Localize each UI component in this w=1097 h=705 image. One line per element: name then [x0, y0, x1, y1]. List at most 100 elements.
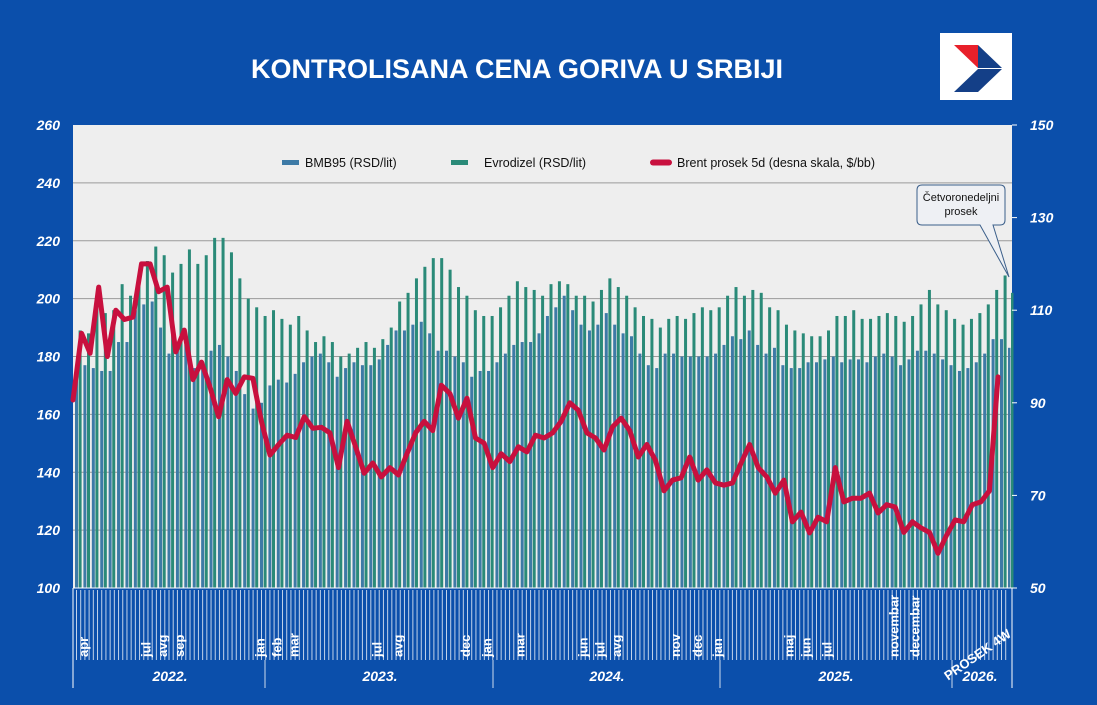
- bmb95-bar: [318, 353, 322, 588]
- callout-line2: prosek: [944, 206, 978, 218]
- evrodizel-bar: [213, 237, 217, 588]
- evrodizel-bar: [700, 307, 704, 588]
- evrodizel-bar: [541, 295, 545, 588]
- month-label: jan: [253, 638, 268, 658]
- evrodizel-bar: [969, 318, 973, 588]
- month-label: jul: [138, 642, 153, 658]
- evrodizel-bar: [339, 356, 343, 588]
- bmb95-bar: [587, 330, 591, 588]
- bmb95-bar: [621, 333, 625, 588]
- evrodizel-bar: [305, 330, 309, 588]
- evrodizel-bar: [591, 301, 595, 588]
- bmb95-bar: [503, 353, 507, 588]
- evrodizel-bar: [154, 246, 158, 588]
- month-label: feb: [269, 637, 284, 657]
- bmb95-bar: [630, 336, 633, 588]
- evrodizel-bar: [860, 318, 864, 588]
- evrodizel-bar: [314, 342, 318, 588]
- evrodizel-bar: [473, 310, 477, 588]
- evrodizel-bar: [784, 324, 788, 588]
- bmb95-bar: [789, 368, 793, 588]
- evrodizel-bar: [709, 310, 713, 588]
- bmb95-bar: [369, 365, 373, 588]
- bmb95-bar: [579, 324, 583, 588]
- bmb95-bar: [714, 353, 718, 588]
- bmb95-bar: [1000, 339, 1003, 588]
- bmb95-bar: [815, 362, 818, 588]
- evrodizel-bar: [919, 304, 923, 588]
- right-tick-label: 130: [1030, 210, 1054, 226]
- bmb95-bar: [730, 336, 734, 588]
- evrodizel-bar: [499, 307, 503, 588]
- month-label: jul: [819, 642, 834, 658]
- bmb95-bar: [537, 333, 541, 588]
- evrodizel-bar: [129, 295, 133, 588]
- legend-label-evrodizel: Evrodizel (RSD/lit): [484, 156, 586, 170]
- bmb95-bar: [781, 365, 785, 588]
- bmb95-bar: [394, 330, 398, 588]
- evrodizel-bar: [246, 298, 250, 588]
- bmb95-bar: [941, 359, 945, 588]
- evrodizel-bar: [255, 307, 259, 588]
- x-axis-ticks: [72, 587, 1013, 688]
- bmb95-bar: [638, 353, 642, 588]
- evrodizel-4w-average-bar: [1011, 292, 1014, 588]
- evrodizel-bar: [112, 310, 116, 588]
- evrodizel-bar: [894, 315, 898, 588]
- bmb95-bar: [125, 342, 129, 588]
- evrodizel-bar: [684, 318, 688, 588]
- logo-blue-lower: [954, 69, 1002, 92]
- evrodizel-bar: [389, 327, 393, 588]
- legend: BMB95 (RSD/lit) Evrodizel (RSD/lit) Bren…: [282, 156, 875, 170]
- legend-label-brent: Brent prosek 5d (desna skala, $/bb): [677, 156, 875, 170]
- evrodizel-bar: [482, 315, 486, 588]
- month-label: nov: [668, 633, 683, 657]
- month-label: jan: [710, 638, 725, 658]
- evrodizel-bar: [768, 307, 772, 588]
- evrodizel-bar: [911, 315, 915, 588]
- bmb95-bar: [352, 362, 356, 588]
- month-label: dec: [690, 635, 705, 657]
- left-tick-label: 160: [37, 406, 61, 422]
- month-label: avg: [609, 635, 624, 657]
- evrodizel-bar: [263, 315, 267, 588]
- right-tick-label: 110: [1030, 302, 1053, 318]
- month-label: novembar: [887, 595, 902, 657]
- evrodizel-bar: [616, 287, 620, 588]
- evrodizel-bar: [465, 295, 469, 588]
- evrodizel-bar: [120, 284, 124, 588]
- bmb95-bar: [251, 408, 255, 588]
- evrodizel-bar: [692, 313, 696, 588]
- evrodizel-bar: [398, 301, 402, 588]
- evrodizel-bar: [936, 304, 940, 588]
- bmb95-bar: [840, 362, 844, 588]
- bmb95-bar: [983, 353, 987, 588]
- bmb95-bar: [798, 368, 802, 588]
- evrodizel-bar: [187, 249, 191, 588]
- bmb95-bar: [327, 362, 331, 588]
- bmb95-bar: [857, 359, 861, 588]
- evrodizel-bar: [179, 263, 183, 588]
- bmb95-bar: [243, 394, 247, 588]
- evrodizel-bar: [885, 313, 889, 588]
- month-label: maj: [782, 635, 797, 657]
- month-label: avg: [155, 635, 170, 657]
- left-axis: 100 120 140 160 180 200 220 240 260: [36, 117, 61, 596]
- legend-swatch-brent: [650, 159, 672, 166]
- bmb95-bar: [201, 362, 205, 588]
- month-label: decembar: [908, 596, 923, 657]
- legend-swatch-bmb95: [282, 160, 299, 165]
- bmb95-bar: [209, 350, 213, 588]
- bmb95-bar: [470, 376, 474, 588]
- bmb95-bar: [890, 356, 894, 588]
- evrodizel-bar: [448, 269, 452, 588]
- evrodizel-bar: [347, 353, 351, 588]
- right-axis: 50 70 90 110 130 150: [1012, 117, 1054, 596]
- bmb95-bar: [167, 353, 171, 588]
- bmb95-bar: [495, 362, 499, 588]
- bmb95-bar: [764, 353, 768, 588]
- evrodizel-bar: [742, 295, 746, 588]
- legend-label-bmb95: BMB95 (RSD/lit): [305, 156, 397, 170]
- month-label: avg: [391, 635, 406, 657]
- bmb95-bar: [268, 385, 272, 588]
